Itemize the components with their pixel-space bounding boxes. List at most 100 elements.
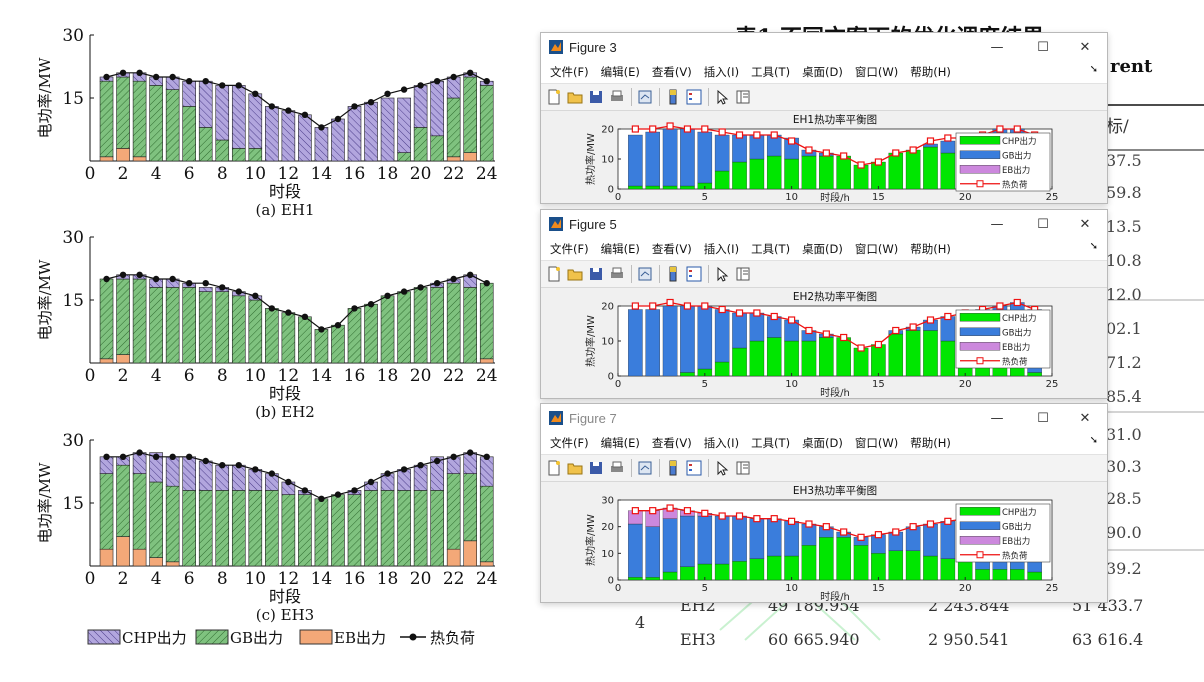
bar-chp xyxy=(940,558,956,581)
bar-eb xyxy=(479,561,494,567)
x-axis-label: 时段 xyxy=(269,182,301,201)
figure-window-3[interactable]: Figure 7 — ☐ ✕ 文件(F) 编辑(E) 查看(V) 插入(I) 工具(T)… xyxy=(540,403,1108,603)
minimize-button[interactable]: — xyxy=(990,410,1004,426)
close-button[interactable]: ✕ xyxy=(1079,410,1091,426)
menu-item[interactable]: 查看(V) xyxy=(651,65,692,79)
menu-item[interactable]: 工具(T) xyxy=(751,242,791,256)
figure-window-2[interactable]: Figure 5 — ☐ ✕ 文件(F) 编辑(E) 查看(V) 插入(I) 工具(T)… xyxy=(540,209,1108,399)
menu-item[interactable]: 帮助(H) xyxy=(910,242,951,256)
figure-window-1[interactable]: Figure 3 — ☐ ✕ 文件(F) 编辑(E) 查看(V) 插入(I) 工具(T)… xyxy=(540,32,1108,204)
menu-item[interactable]: 编辑(E) xyxy=(600,242,640,256)
legend-icon[interactable] xyxy=(686,89,702,105)
load-marker xyxy=(384,90,391,98)
doc-value-cell: 85.4 xyxy=(1106,387,1142,406)
menu-overflow-icon[interactable]: ➘ xyxy=(1089,241,1098,252)
legend-gb-label: GB出力 xyxy=(230,629,283,647)
menu-overflow-icon[interactable]: ➘ xyxy=(1089,64,1098,75)
print-icon[interactable] xyxy=(609,89,625,105)
menu-item[interactable]: 查看(V) xyxy=(651,242,692,256)
bar-gb xyxy=(231,490,246,567)
maximize-button[interactable]: ☐ xyxy=(1037,410,1049,426)
menu-item[interactable]: 插入(I) xyxy=(703,242,740,256)
bar-gb xyxy=(479,282,494,360)
legend-icon[interactable] xyxy=(686,266,702,282)
maximize-button[interactable]: ☐ xyxy=(1037,39,1049,55)
bar-gb xyxy=(940,316,956,342)
bar-gb xyxy=(662,128,678,187)
pointer-icon[interactable] xyxy=(714,89,730,105)
menu-item[interactable]: 桌面(D) xyxy=(802,242,843,256)
load-marker xyxy=(666,504,674,512)
save-icon[interactable] xyxy=(588,266,604,282)
link-plot-icon[interactable] xyxy=(637,266,653,282)
menu-item[interactable]: 插入(I) xyxy=(703,65,740,79)
close-button[interactable]: ✕ xyxy=(1079,39,1091,55)
open-file-icon[interactable] xyxy=(567,460,583,476)
save-icon[interactable] xyxy=(588,460,604,476)
legend-load-label: 热负荷 xyxy=(430,629,475,647)
menu-item[interactable]: 编辑(E) xyxy=(600,65,640,79)
bar-gb xyxy=(314,329,329,364)
load-marker xyxy=(152,275,160,283)
menu-item[interactable]: 窗口(W) xyxy=(854,242,899,256)
menu-item[interactable]: 工具(T) xyxy=(751,65,791,79)
menu-item[interactable]: 编辑(E) xyxy=(600,436,640,450)
maximize-button[interactable]: ☐ xyxy=(1037,216,1049,232)
menu-item[interactable]: 帮助(H) xyxy=(910,65,951,79)
pointer-icon[interactable] xyxy=(714,460,730,476)
open-file-icon[interactable] xyxy=(567,89,583,105)
new-figure-icon[interactable] xyxy=(546,266,562,282)
new-figure-icon[interactable] xyxy=(546,89,562,105)
menu-item[interactable]: 文件(F) xyxy=(550,65,589,79)
menu-item[interactable]: 窗口(W) xyxy=(854,436,899,450)
new-figure-icon[interactable] xyxy=(546,460,562,476)
matlab-axes: EH3热功率平衡图 30 20 10 00 5 10 15 20 25 时段/h 热功率/MW CHP出… xyxy=(584,484,1058,603)
legend-icon[interactable] xyxy=(686,460,702,476)
menu-item[interactable]: 文件(F) xyxy=(550,242,589,256)
menu-overflow-icon[interactable]: ➘ xyxy=(1089,435,1098,446)
colorbar-icon[interactable] xyxy=(665,266,681,282)
menu-item[interactable]: 帮助(H) xyxy=(910,436,951,450)
save-icon[interactable] xyxy=(588,89,604,105)
bar-gb xyxy=(628,309,643,377)
bar-chp xyxy=(198,80,213,128)
bar-eb xyxy=(116,354,130,364)
link-plot-icon[interactable] xyxy=(637,89,653,105)
menu-item[interactable]: 窗口(W) xyxy=(854,65,899,79)
menu-item[interactable]: 文件(F) xyxy=(550,436,589,450)
menu-item[interactable]: 工具(T) xyxy=(751,436,791,450)
load-marker xyxy=(450,453,457,460)
x-tick-label: 5 xyxy=(702,192,708,203)
property-editor-icon[interactable] xyxy=(735,266,751,282)
bar-chp xyxy=(975,569,990,581)
minimize-button[interactable]: — xyxy=(990,39,1004,55)
property-editor-icon[interactable] xyxy=(735,89,751,105)
window-titlebar[interactable]: Figure 7 — ☐ ✕ xyxy=(541,404,1107,432)
link-plot-icon[interactable] xyxy=(637,460,653,476)
load-marker xyxy=(926,520,935,528)
property-editor-icon[interactable] xyxy=(735,460,751,476)
load-marker xyxy=(718,512,726,520)
menu-item[interactable]: 查看(V) xyxy=(651,436,692,450)
x-tick-label: 10 xyxy=(785,583,798,594)
close-button[interactable]: ✕ xyxy=(1079,216,1091,232)
window-titlebar[interactable]: Figure 5 — ☐ ✕ xyxy=(541,210,1107,238)
window-titlebar[interactable]: Figure 3 — ☐ ✕ xyxy=(541,33,1107,61)
pointer-icon[interactable] xyxy=(714,266,730,282)
menu-item[interactable]: 桌面(D) xyxy=(802,65,843,79)
load-marker xyxy=(285,107,292,114)
print-icon[interactable] xyxy=(609,266,625,282)
colorbar-icon[interactable] xyxy=(665,460,681,476)
colorbar-icon[interactable] xyxy=(665,89,681,105)
y-tick-label: 10 xyxy=(601,155,614,166)
open-file-icon[interactable] xyxy=(567,266,583,282)
load-marker xyxy=(631,507,639,515)
minimize-button[interactable]: — xyxy=(990,216,1004,232)
menu-item[interactable]: 插入(I) xyxy=(703,436,740,450)
print-icon[interactable] xyxy=(609,460,625,476)
x-tick-label: 10 xyxy=(244,569,266,589)
menu-item[interactable]: 桌面(D) xyxy=(802,436,843,450)
